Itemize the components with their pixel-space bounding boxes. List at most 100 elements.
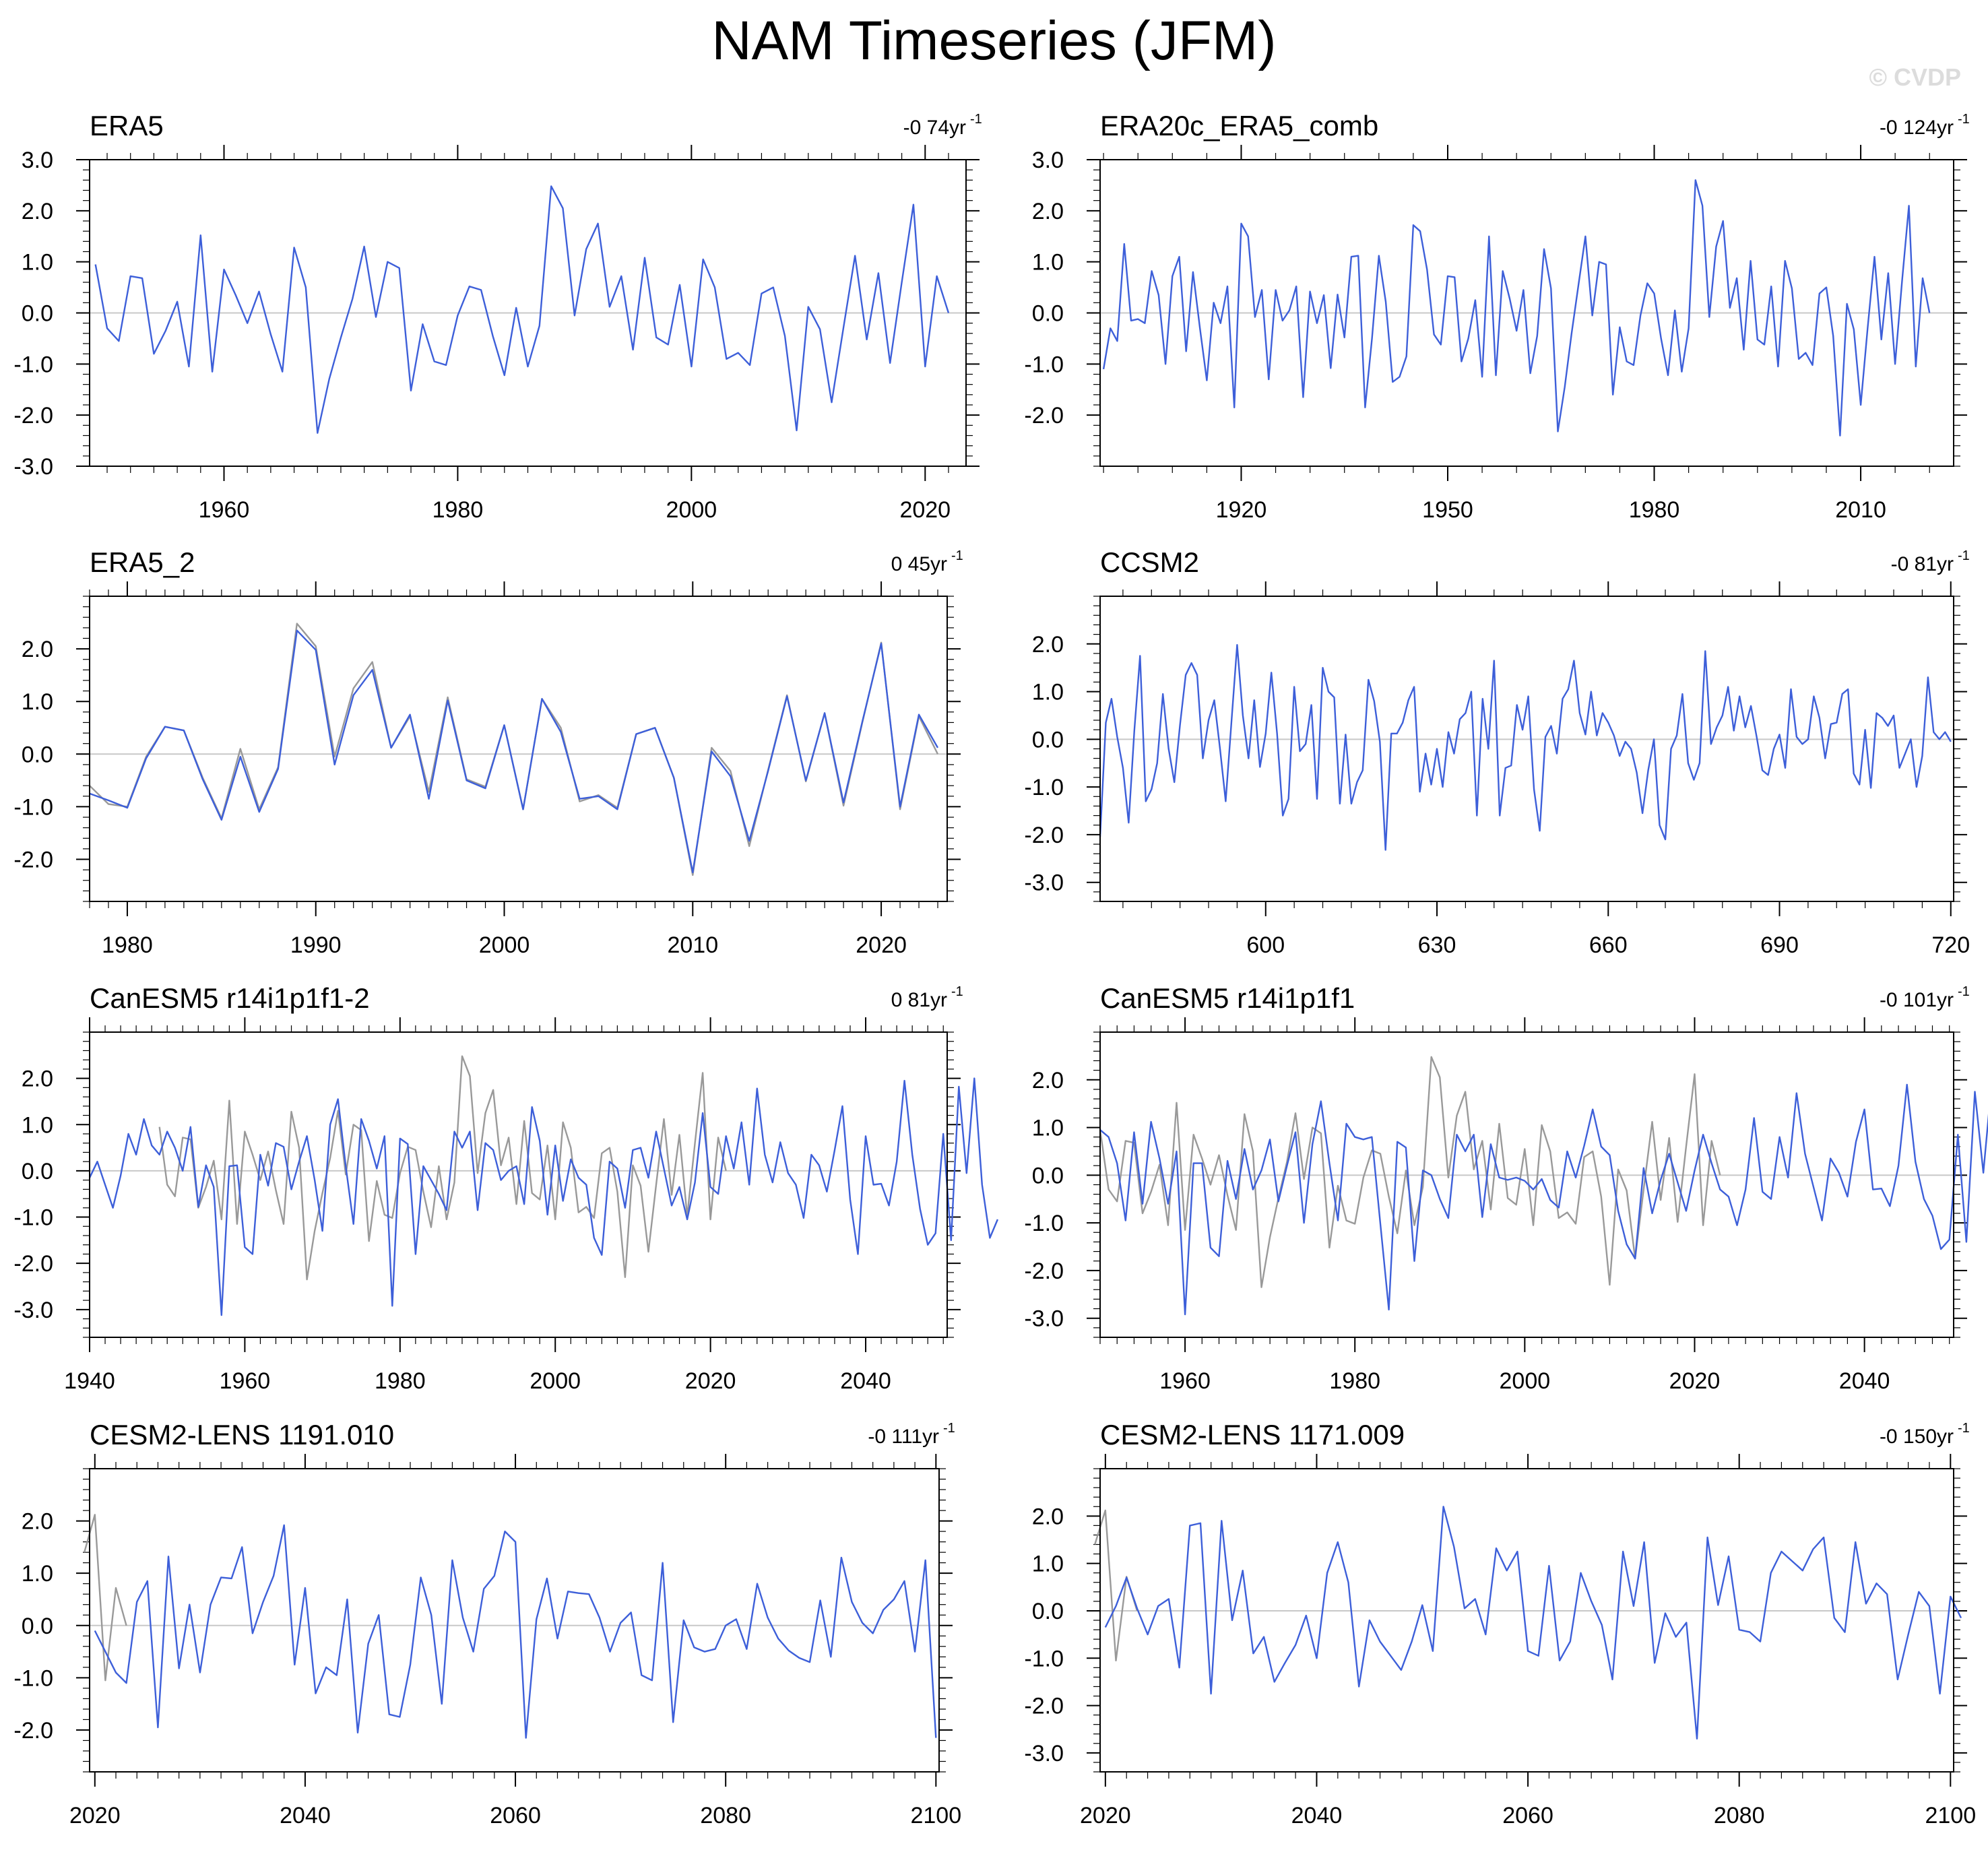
chart-panel-1: ERA5 -0 74yr -1 3.0 2.0 1.0 0.0 -1.0 -2.0 -3.0 196… bbox=[13, 110, 982, 523]
y-tick-label: 2.0 bbox=[22, 199, 53, 224]
model-series-line bbox=[1104, 1506, 1962, 1740]
model-series-line bbox=[94, 1524, 937, 1739]
x-tick-label: 2000 bbox=[666, 497, 717, 523]
chart-panel-6: CanESM5 r14i1p1f1 -0 101yr -1 2.0 1.0 0.0 -1.0… bbox=[1024, 982, 1988, 1394]
obs-series-line bbox=[1094, 1509, 1139, 1662]
y-tick-label: 0.0 bbox=[1032, 727, 1064, 753]
obs-series-line bbox=[158, 1055, 727, 1281]
x-tick-label: 1980 bbox=[432, 497, 484, 523]
plot-frame bbox=[1099, 159, 1954, 467]
x-tick-label: 1950 bbox=[1422, 497, 1473, 523]
x-tick-label: 2000 bbox=[479, 932, 530, 958]
y-tick-label: 2.0 bbox=[1032, 1068, 1064, 1093]
x-tick-label: 2040 bbox=[280, 1803, 331, 1828]
y-tick-label: -3.0 bbox=[13, 454, 53, 480]
chart-panel-8: CESM2-LENS 1171.009 -0 150yr -1 2.0 1.0 0.0 -1… bbox=[1024, 1419, 1976, 1828]
trend-superscript: -1 bbox=[1958, 548, 1970, 563]
y-tick-label: 2.0 bbox=[22, 637, 53, 662]
y-tick-label: -1.0 bbox=[1024, 1646, 1064, 1671]
x-tick-label: 1980 bbox=[375, 1368, 426, 1394]
y-tick-label: -2.0 bbox=[1024, 1258, 1064, 1284]
obs-series-line bbox=[84, 1514, 127, 1682]
y-tick-label: 1.0 bbox=[22, 689, 53, 715]
trend-superscript: -1 bbox=[1958, 1421, 1970, 1436]
x-tick-label: 2020 bbox=[856, 932, 907, 958]
y-tick-label: -1.0 bbox=[13, 352, 53, 377]
y-tick-label: 2.0 bbox=[1032, 632, 1064, 658]
model-series-line bbox=[88, 1077, 999, 1316]
model-series-line bbox=[1099, 644, 1952, 851]
x-tick-label: 630 bbox=[1418, 932, 1456, 958]
y-tick-label: 1.0 bbox=[22, 1561, 53, 1587]
y-tick-label: 1.0 bbox=[22, 250, 53, 276]
x-tick-label: 720 bbox=[1931, 932, 1970, 958]
chart-panel-4: CCSM2 -0 81yr -1 2.0 1.0 0.0 -1.0 -2.0 -3.0 600 63… bbox=[1024, 546, 1970, 958]
y-tick-label: 0.0 bbox=[1032, 1599, 1064, 1624]
x-tick-label: 1980 bbox=[1629, 497, 1680, 523]
panel-title: ERA20c_ERA5_comb bbox=[1100, 110, 1378, 141]
x-tick-label: 2020 bbox=[1080, 1803, 1131, 1828]
y-tick-label: -1.0 bbox=[1024, 775, 1064, 800]
y-tick-label: 2.0 bbox=[1032, 1504, 1064, 1529]
panel-title: ERA5_2 bbox=[90, 546, 195, 578]
y-tick-label: 0.0 bbox=[1032, 1163, 1064, 1188]
y-tick-label: 1.0 bbox=[1032, 250, 1064, 276]
y-tick-label: -1.0 bbox=[1024, 352, 1064, 377]
y-tick-label: -2.0 bbox=[13, 1718, 53, 1744]
trend-superscript: -1 bbox=[1958, 984, 1970, 999]
panel-title: CCSM2 bbox=[1100, 546, 1199, 578]
chart-panel-5: CanESM5 r14i1p1f1-2 0 81yr -1 2.0 1.0 0.0 -1.0… bbox=[13, 982, 999, 1394]
panel-title: CESM2-LENS 1191.010 bbox=[90, 1419, 394, 1450]
y-tick-label: -1.0 bbox=[13, 1665, 53, 1691]
trend-label: 0 81yr bbox=[891, 989, 947, 1011]
y-tick-label: 0.0 bbox=[22, 1159, 53, 1184]
y-tick-label: -2.0 bbox=[1024, 1694, 1064, 1719]
x-tick-label: 2040 bbox=[1839, 1368, 1890, 1394]
y-tick-label: 1.0 bbox=[22, 1112, 53, 1138]
x-tick-label: 2060 bbox=[490, 1803, 541, 1828]
chart-panel-3: ERA5_2 0 45yr -1 2.0 1.0 0.0 -1.0 -2.0 1980 1990 2… bbox=[13, 546, 963, 958]
y-tick-label: 0.0 bbox=[22, 301, 53, 327]
y-tick-label: 0.0 bbox=[22, 742, 53, 767]
x-tick-label: 1960 bbox=[199, 497, 250, 523]
x-tick-label: 2060 bbox=[1502, 1803, 1553, 1828]
y-tick-label: -3.0 bbox=[1024, 1306, 1064, 1332]
trend-label: -0 124yr bbox=[1880, 117, 1954, 139]
x-tick-label: 1940 bbox=[64, 1368, 115, 1394]
trend-superscript: -1 bbox=[1958, 112, 1970, 127]
y-tick-label: -2.0 bbox=[13, 1251, 53, 1277]
obs-series-line bbox=[89, 623, 939, 876]
model-series-line bbox=[1099, 1083, 1988, 1316]
x-tick-label: 2080 bbox=[1714, 1803, 1765, 1828]
x-tick-label: 2000 bbox=[1500, 1368, 1551, 1394]
x-tick-label: 2020 bbox=[69, 1803, 121, 1828]
x-tick-label: 2100 bbox=[1925, 1803, 1976, 1828]
x-tick-label: 2100 bbox=[910, 1803, 961, 1828]
x-tick-label: 690 bbox=[1760, 932, 1799, 958]
y-tick-label: 2.0 bbox=[22, 1066, 53, 1092]
x-tick-label: 2040 bbox=[840, 1368, 891, 1394]
x-tick-label: 1920 bbox=[1216, 497, 1267, 523]
x-tick-label: 1980 bbox=[102, 932, 153, 958]
x-tick-label: 1990 bbox=[290, 932, 342, 958]
trend-superscript: -1 bbox=[943, 1421, 955, 1436]
x-tick-label: 1980 bbox=[1329, 1368, 1380, 1394]
y-tick-label: -3.0 bbox=[1024, 1741, 1064, 1766]
trend-label: -0 81yr bbox=[1891, 553, 1954, 575]
y-tick-label: 3.0 bbox=[1032, 148, 1064, 173]
y-tick-label: -1.0 bbox=[13, 1205, 53, 1231]
y-tick-label: -3.0 bbox=[1024, 870, 1064, 896]
plot-frame bbox=[1099, 1031, 1954, 1338]
y-tick-label: -3.0 bbox=[13, 1298, 53, 1323]
plot-frame bbox=[89, 159, 967, 467]
model-series-line bbox=[89, 629, 939, 874]
x-tick-label: 660 bbox=[1589, 932, 1628, 958]
panel-title: CanESM5 r14i1p1f1 bbox=[1100, 982, 1355, 1014]
y-tick-label: -2.0 bbox=[1024, 403, 1064, 428]
trend-label: -0 150yr bbox=[1880, 1426, 1954, 1448]
x-tick-label: 600 bbox=[1246, 932, 1285, 958]
y-tick-label: 1.0 bbox=[1032, 1552, 1064, 1577]
y-tick-label: 0.0 bbox=[22, 1614, 53, 1639]
plot-frame bbox=[89, 596, 948, 902]
